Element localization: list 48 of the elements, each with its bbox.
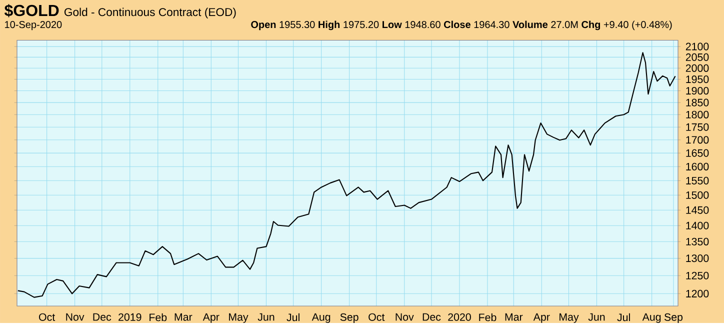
x-tick-label: Jun xyxy=(258,313,274,321)
y-tick-label: 1800 xyxy=(686,110,709,118)
x-tick-label: Mar xyxy=(505,313,523,321)
x-tick-label: Aug xyxy=(312,313,330,323)
x-tick-label: Feb xyxy=(150,313,167,321)
chart-subtitle: Gold - Continuous Contract (EOD) xyxy=(64,8,236,18)
x-tick-label: Oct xyxy=(368,313,385,321)
x-tick-label: 2019 xyxy=(118,313,142,321)
y-tick-label: 2050 xyxy=(686,53,709,61)
text: Open 1955.30 High 1975.20 Low 1948.60 Close 1964.30 Volume 27.0M Chg +9.40 (+0.48%) xyxy=(251,20,672,30)
y-tick-label: 1350 xyxy=(686,238,709,246)
y-tick-label: 1850 xyxy=(686,98,709,106)
x-tick-label: May xyxy=(229,313,248,323)
x-tick-label: Nov xyxy=(396,313,414,321)
y-tick-label: 1400 xyxy=(686,222,709,230)
x-tick-label: 2020 xyxy=(448,313,471,321)
y-tick-label: 1450 xyxy=(686,206,709,214)
y-tick-label: 1600 xyxy=(686,162,709,170)
chart-title: $GOLD xyxy=(4,4,59,17)
y-tick-label: 1950 xyxy=(686,75,709,83)
x-tick-label: May xyxy=(560,313,579,323)
y-tick-label: 1550 xyxy=(686,176,709,184)
x-tick-label: Dec xyxy=(422,313,441,321)
x-tick-label: Mar xyxy=(174,313,192,321)
y-tick-label: 2000 xyxy=(686,64,709,72)
x-tick-label: Jul xyxy=(286,313,300,321)
y-tick-label: 1900 xyxy=(686,86,709,94)
y-tick-label: 1300 xyxy=(686,254,709,262)
y-tick-label: 1700 xyxy=(686,136,709,144)
x-tick-label: Oct xyxy=(39,313,56,321)
line-series xyxy=(17,52,676,298)
x-tick-label: Aug xyxy=(642,313,661,323)
y-tick-label: 2100 xyxy=(686,42,709,50)
x-tick-label: Feb xyxy=(479,313,496,321)
text: 10-Sep-2020 xyxy=(5,20,62,30)
x-tick-label: Jul xyxy=(617,313,630,321)
y-tick-label: 1250 xyxy=(686,272,709,280)
x-tick-label: Sep xyxy=(340,313,358,323)
x-tick-label: Sep xyxy=(664,313,683,323)
y-tick-label: 1750 xyxy=(686,123,709,131)
x-tick-label: Nov xyxy=(66,313,84,321)
y-tick-label: 1650 xyxy=(686,149,709,157)
y-tick-label: 1500 xyxy=(686,191,709,199)
x-tick-label: Apr xyxy=(533,313,550,323)
x-tick-label: Apr xyxy=(202,313,220,323)
x-tick-label: Dec xyxy=(93,313,112,321)
y-tick-label: 1200 xyxy=(686,290,709,298)
x-tick-label: Jun xyxy=(588,313,605,321)
